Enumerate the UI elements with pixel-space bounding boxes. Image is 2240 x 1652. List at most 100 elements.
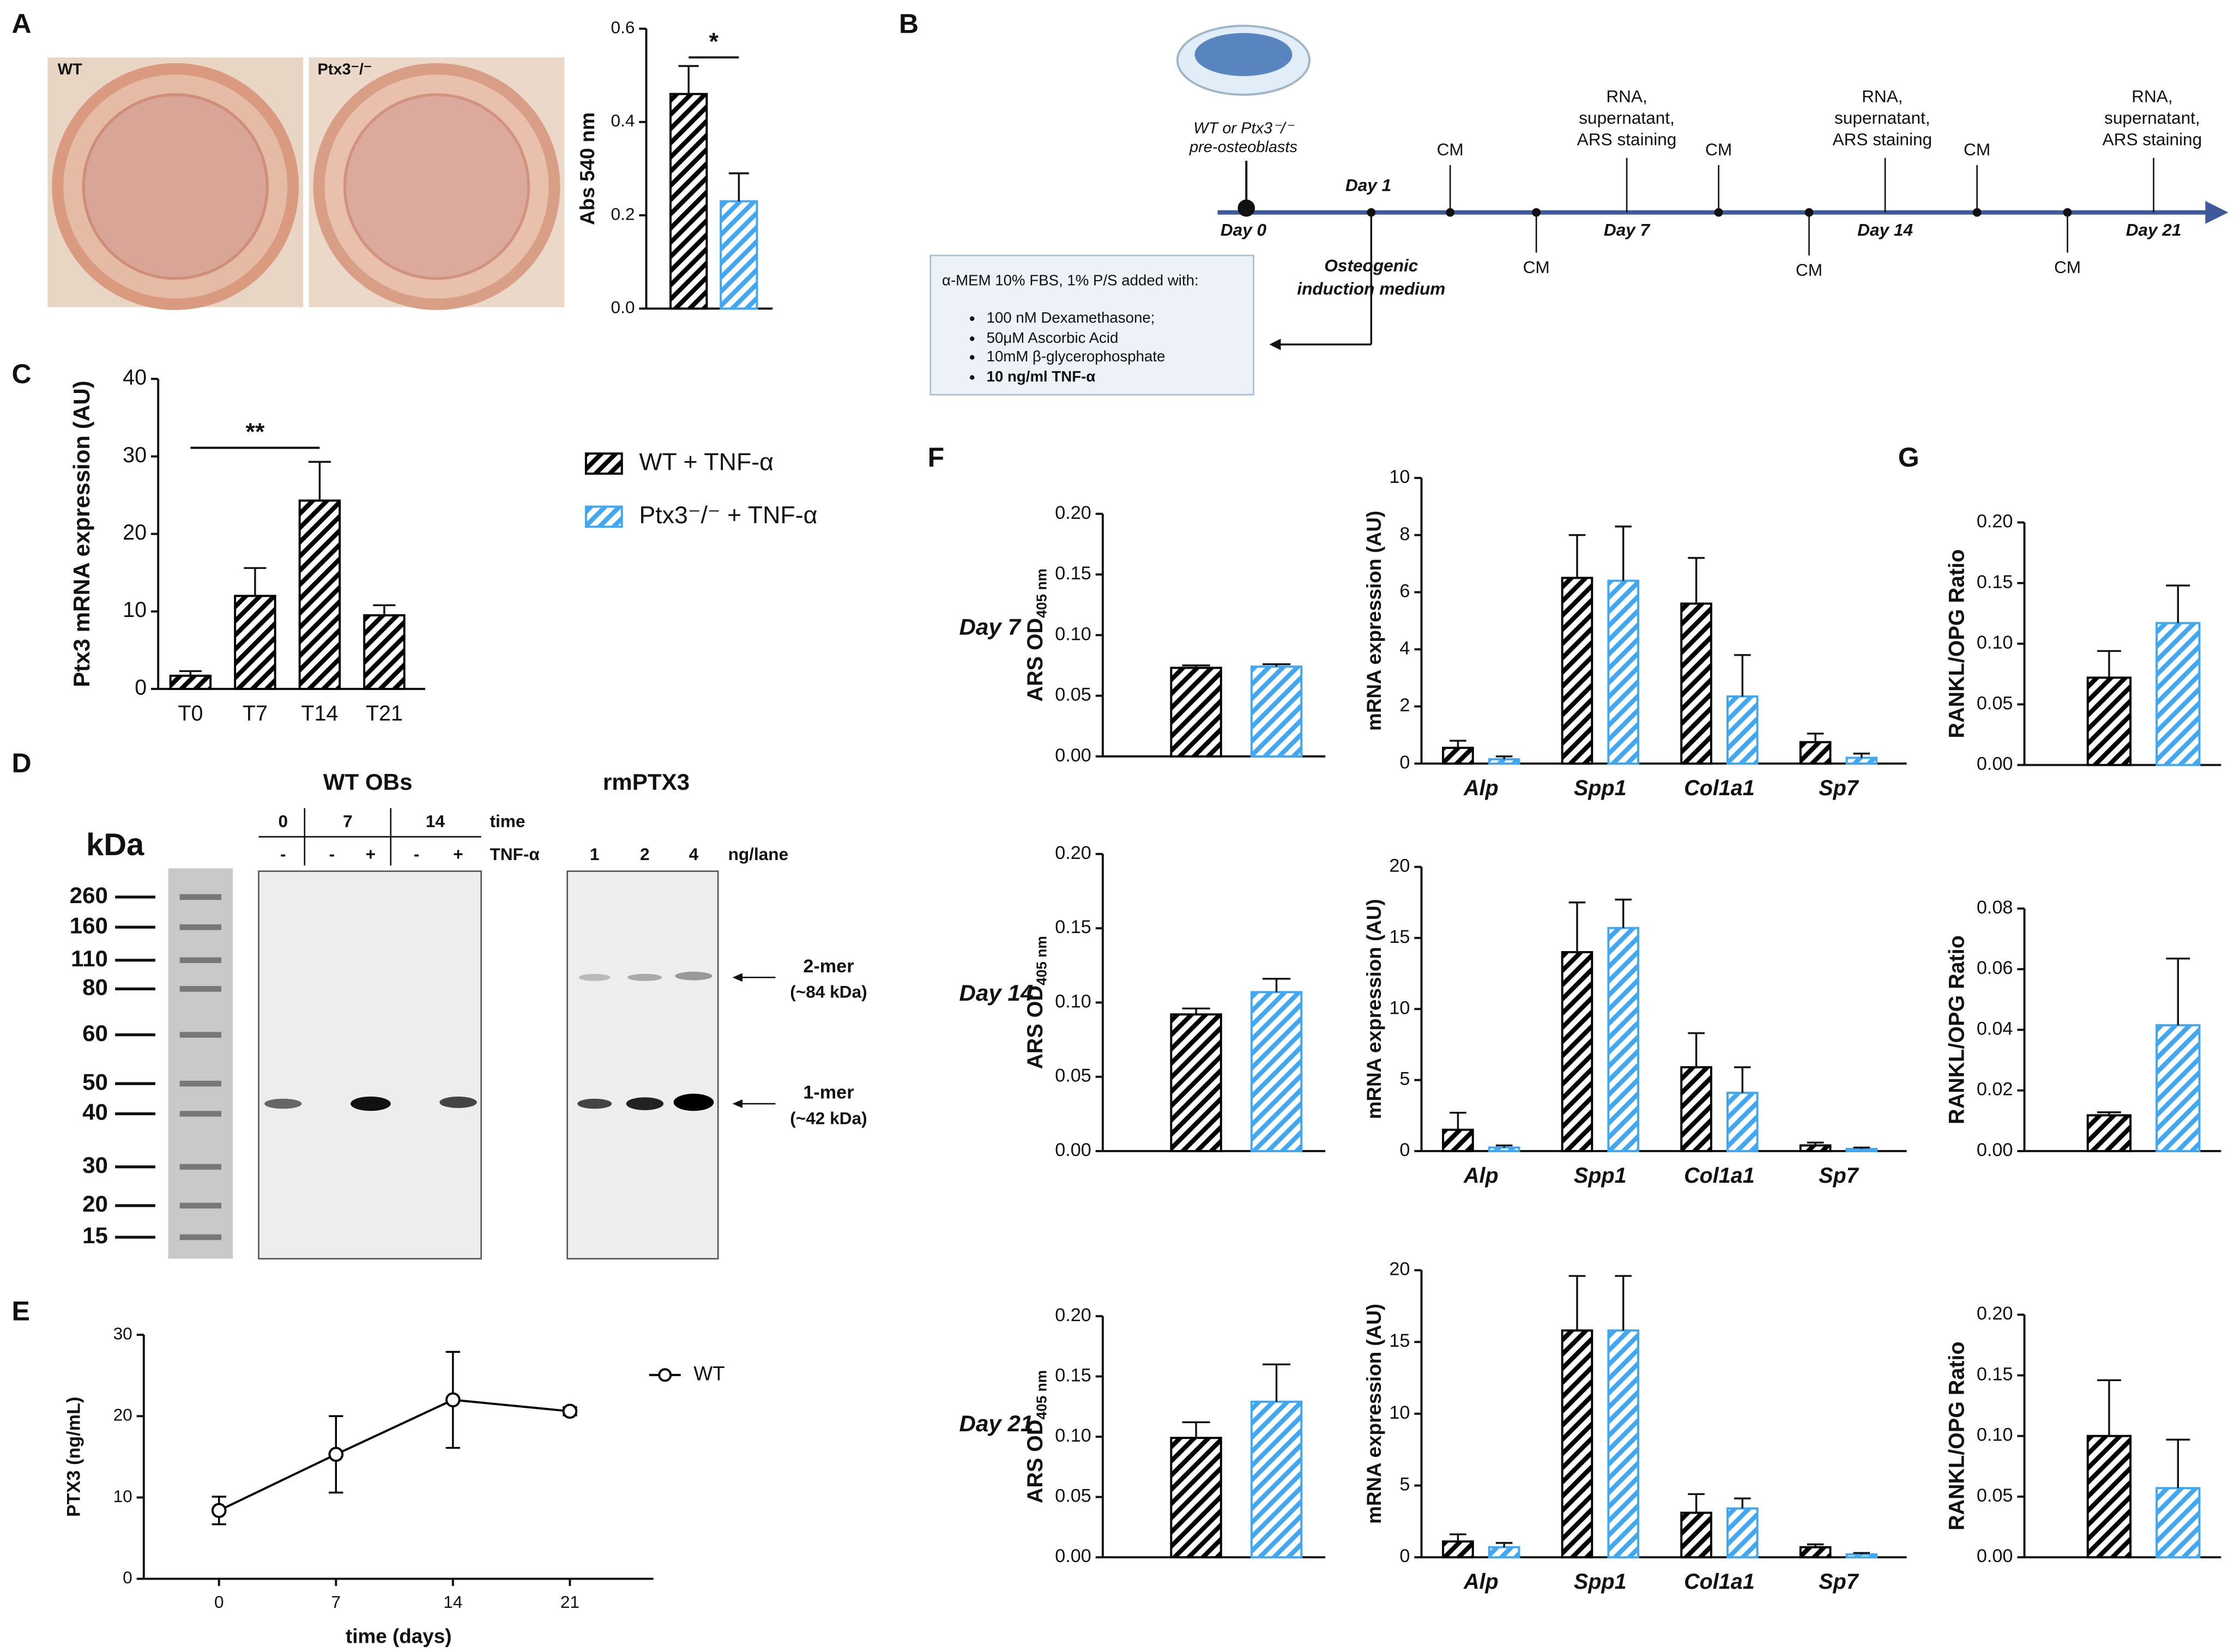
marker-label: (~84 kDa) bbox=[790, 982, 867, 1002]
error-bar bbox=[1615, 898, 1632, 928]
y-tick-label: 10 bbox=[1389, 467, 1410, 487]
y-axis-label: mRNA expression (AU) bbox=[1363, 899, 1385, 1119]
y-tick-label: 0.06 bbox=[1977, 958, 2013, 978]
x-tick-label: Spp1 bbox=[1574, 1570, 1627, 1594]
blot-membrane bbox=[258, 870, 482, 1260]
point bbox=[211, 1503, 227, 1518]
y-tick-label: 0.00 bbox=[1977, 1140, 2013, 1160]
ladder-band bbox=[179, 1032, 222, 1038]
ladder-label: 20 bbox=[82, 1191, 108, 1217]
legend-swatch bbox=[584, 452, 623, 475]
row-title: TNF-α bbox=[490, 844, 540, 864]
bar bbox=[1680, 602, 1712, 765]
y-tick-label: 0.05 bbox=[1055, 685, 1091, 705]
bar bbox=[1799, 1546, 1832, 1559]
well-bottom bbox=[343, 93, 530, 280]
error-bar bbox=[1182, 1007, 1210, 1015]
band bbox=[578, 973, 611, 981]
error-bar bbox=[1450, 1533, 1466, 1542]
band bbox=[675, 971, 713, 981]
ladder-band bbox=[179, 1080, 222, 1087]
bar bbox=[720, 200, 758, 310]
blot-title: WT OBs bbox=[323, 769, 413, 795]
y-tick-label: 0.20 bbox=[1055, 843, 1091, 863]
panel-label: F bbox=[928, 442, 945, 473]
bar bbox=[1250, 665, 1303, 758]
harvest-label: RNA, bbox=[1606, 86, 1647, 106]
y-tick-label: 0 bbox=[1399, 1546, 1410, 1566]
line bbox=[218, 1399, 570, 1512]
y-tick-label: 0.05 bbox=[1055, 1066, 1091, 1086]
y-tick-label: 10 bbox=[113, 1486, 132, 1506]
error-bar bbox=[1495, 1144, 1513, 1148]
bar bbox=[2156, 622, 2201, 766]
day-label: Day 0 bbox=[1221, 220, 1267, 239]
bar bbox=[1799, 1144, 1832, 1152]
x-tick-label: Sp7 bbox=[1819, 1164, 1859, 1188]
y-tick-label: 0.15 bbox=[1977, 572, 2013, 592]
y-tick-label: 0.10 bbox=[1055, 624, 1091, 644]
y-tick-label: 0.00 bbox=[1055, 1546, 1091, 1566]
y-tick-label: 0.20 bbox=[1055, 1305, 1091, 1326]
ladder-band bbox=[179, 986, 222, 992]
y-tick-label: 0.15 bbox=[1055, 1365, 1091, 1385]
y-tick-label: 0.00 bbox=[1977, 754, 2013, 774]
y-axis-label: mRNA expression (AU) bbox=[1363, 511, 1385, 731]
band bbox=[626, 1097, 664, 1110]
y-tick-label: 0.15 bbox=[1055, 563, 1091, 584]
y-tick-label: 0.05 bbox=[1977, 693, 2013, 713]
y-tick-label: 30 bbox=[123, 443, 147, 467]
ladder-label: 40 bbox=[82, 1099, 108, 1125]
photo-label: Ptx3⁻/⁻ bbox=[317, 61, 372, 78]
x-tick-label: 14 bbox=[443, 1592, 462, 1612]
y-tick-label: 15 bbox=[1389, 927, 1410, 947]
bullet bbox=[970, 355, 975, 360]
y-tick-label: 0.10 bbox=[1977, 632, 2013, 653]
band bbox=[351, 1096, 391, 1111]
harvest-label: RNA, bbox=[2132, 86, 2172, 106]
y-axis-label: PTX3 (ng/mL) bbox=[63, 1397, 84, 1517]
band bbox=[627, 973, 662, 981]
box-item: 50μM Ascorbic Acid bbox=[987, 329, 1119, 346]
bar bbox=[1442, 1128, 1474, 1152]
significance-label: * bbox=[709, 28, 719, 55]
legend-label: Ptx3⁻/⁻ + TNF-α bbox=[639, 501, 817, 529]
y-axis-label-text: mRNA expression (AU) bbox=[1363, 511, 1385, 731]
y-tick-label: 0 bbox=[1399, 752, 1410, 773]
y-tick-label: 10 bbox=[1389, 1402, 1410, 1423]
band bbox=[439, 1096, 477, 1108]
x-tick-label: Col1a1 bbox=[1684, 776, 1755, 800]
medium-label: induction medium bbox=[1297, 279, 1445, 298]
y-axis-label: RANKL/OPG Ratio bbox=[1945, 549, 1969, 739]
x-tick-label: Sp7 bbox=[1819, 1570, 1859, 1594]
blot-title: rmPTX3 bbox=[603, 769, 690, 795]
y-tick-label: 0 bbox=[123, 1568, 132, 1587]
y-tick-label: 0.20 bbox=[1977, 1303, 2013, 1324]
error-bar bbox=[1853, 1552, 1870, 1554]
y-axis-label-sub: 405 nm bbox=[1033, 1370, 1049, 1420]
y-tick-label: 20 bbox=[1389, 1259, 1410, 1280]
ladder-band bbox=[179, 1202, 222, 1209]
x-tick-label: T14 bbox=[301, 701, 338, 725]
bullet bbox=[970, 316, 975, 321]
x-tick-label: Spp1 bbox=[1574, 1164, 1627, 1188]
error-bar bbox=[1262, 978, 1291, 993]
bar bbox=[1726, 695, 1759, 765]
bar bbox=[2086, 676, 2132, 766]
error-bar bbox=[2166, 584, 2190, 624]
y-tick-label: 0.20 bbox=[1055, 503, 1091, 523]
dot bbox=[1532, 208, 1541, 217]
row-label: Day 7 bbox=[959, 614, 1022, 640]
panel-label: D bbox=[12, 748, 32, 778]
error-bar bbox=[1182, 664, 1210, 668]
y-axis-label: RANKL/OPG Ratio bbox=[1945, 1341, 1969, 1530]
y-tick-label: 0.00 bbox=[1977, 1546, 2013, 1566]
y-tick-label: 20 bbox=[113, 1405, 132, 1425]
bar bbox=[169, 674, 212, 690]
cm-label: CM bbox=[1523, 257, 1550, 277]
kda-label: kDa bbox=[86, 827, 144, 862]
ladder-label: 15 bbox=[82, 1223, 108, 1248]
bar bbox=[1799, 741, 1832, 765]
timeline: WT or Ptx3⁻/⁻ pre-osteoblasts Day 0 Day … bbox=[929, 25, 2229, 396]
